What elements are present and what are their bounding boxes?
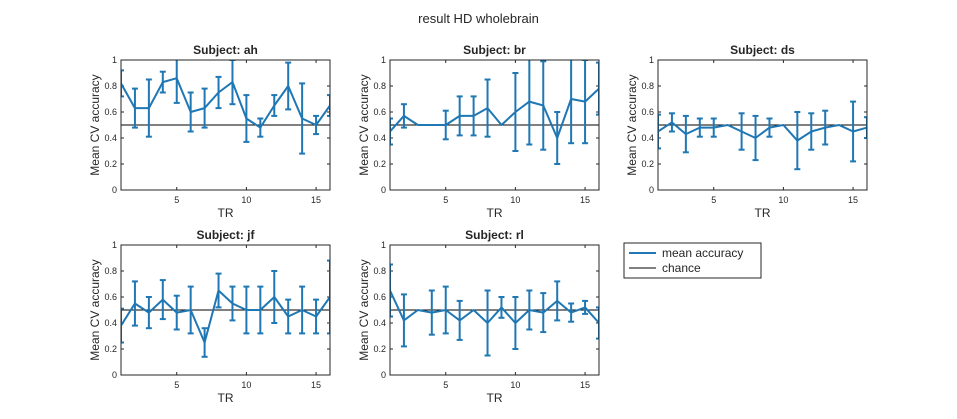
y-tick-label: 0.8: [641, 81, 654, 91]
y-tick-label: 0.6: [373, 107, 386, 117]
subplot-title: Subject: br: [463, 43, 526, 57]
y-tick-label: 0.2: [373, 159, 386, 169]
mean-accuracy-line: [121, 289, 330, 344]
y-tick-label: 0.4: [641, 133, 654, 143]
y-tick-label: 0: [112, 370, 117, 380]
y-tick-label: 0.2: [373, 344, 386, 354]
y-tick-label: 0.2: [104, 159, 117, 169]
subplot-title: Subject: jf: [196, 228, 255, 242]
x-tick-label: 15: [311, 195, 321, 205]
y-tick-label: 1: [112, 55, 117, 65]
x-tick-label: 15: [311, 380, 321, 390]
legend-label: mean accuracy: [662, 246, 743, 260]
legend-box: [623, 242, 762, 279]
axes-box: [120, 59, 331, 191]
mean-accuracy-line: [390, 290, 599, 324]
legend-label: chance: [662, 261, 701, 275]
plot-area: [658, 100, 867, 171]
x-tick-label: 10: [510, 195, 520, 205]
x-axis-label: TR: [218, 206, 234, 220]
y-tick-label: 0.4: [373, 318, 386, 328]
subplot-3: 5 10 15 0 0.2 0.4 0.6 0.8 1 Subject: ds TR Mean CV …: [625, 43, 868, 220]
plot-area: [121, 259, 330, 358]
x-tick-label: 5: [174, 380, 179, 390]
axes-box: [389, 244, 600, 376]
y-axis-label: Mean CV accuracy: [88, 74, 102, 175]
y-tick-label: 1: [381, 55, 386, 65]
figure-title: result HD wholebrain: [418, 11, 539, 26]
y-tick-label: 1: [649, 55, 654, 65]
y-tick-label: 0.6: [104, 107, 117, 117]
x-tick-label: 10: [778, 195, 788, 205]
plot-area: [390, 60, 599, 165]
x-axis-label: TR: [487, 391, 503, 405]
x-tick-label: 5: [443, 380, 448, 390]
x-tick-label: 10: [241, 380, 251, 390]
y-tick-label: 0.8: [104, 266, 117, 276]
axes-box: [389, 59, 600, 191]
y-tick-label: 0.4: [373, 133, 386, 143]
y-tick-label: 0.4: [104, 133, 117, 143]
y-tick-label: 0.2: [104, 344, 117, 354]
subplot-1: 5 10 15 0 0.2 0.4 0.6 0.8 1 Subject: ah TR Mean CV …: [88, 43, 331, 220]
y-axis-label: Mean CV accuracy: [625, 74, 639, 175]
y-tick-label: 1: [112, 240, 117, 250]
y-tick-label: 0.8: [104, 81, 117, 91]
y-tick-label: 0: [112, 185, 117, 195]
plot-area: [390, 263, 599, 357]
y-tick-label: 0: [381, 370, 386, 380]
subplot-2: 5 10 15 0 0.2 0.4 0.6 0.8 1 Subject: br TR Mean CV …: [357, 43, 600, 220]
x-tick-label: 15: [580, 380, 590, 390]
axes-box: [120, 244, 331, 376]
y-tick-label: 0.6: [104, 292, 117, 302]
x-tick-label: 5: [711, 195, 716, 205]
mean-accuracy-line: [121, 77, 330, 129]
x-tick-label: 10: [241, 195, 251, 205]
x-axis-label: TR: [487, 206, 503, 220]
subplot-title: Subject: ds: [730, 43, 795, 57]
x-axis-label: TR: [218, 391, 234, 405]
y-tick-label: 0.6: [641, 107, 654, 117]
y-tick-label: 0.6: [373, 292, 386, 302]
y-tick-label: 0: [649, 185, 654, 195]
x-axis-label: TR: [755, 206, 771, 220]
y-axis-label: Mean CV accuracy: [357, 259, 371, 360]
mean-accuracy-line: [390, 87, 599, 139]
y-tick-label: 0: [381, 185, 386, 195]
y-axis-label: Mean CV accuracy: [357, 74, 371, 175]
axes-box: [657, 59, 868, 191]
plot-area: [121, 60, 330, 155]
subplot-5: 5 10 15 0 0.2 0.4 0.6 0.8 1 Subject: rl TR Mean CV …: [357, 228, 600, 405]
subplot-4: 5 10 15 0 0.2 0.4 0.6 0.8 1 Subject: jf TR Mean CV …: [88, 228, 331, 405]
y-axis-label: Mean CV accuracy: [88, 259, 102, 360]
y-tick-label: 0.8: [373, 266, 386, 276]
x-tick-label: 15: [580, 195, 590, 205]
x-tick-label: 5: [174, 195, 179, 205]
y-tick-label: 0.8: [373, 81, 386, 91]
subplot-title: Subject: ah: [193, 43, 258, 57]
y-tick-label: 1: [381, 240, 386, 250]
mean-accuracy-line: [658, 121, 867, 142]
y-tick-label: 0.2: [641, 159, 654, 169]
x-tick-label: 5: [443, 195, 448, 205]
x-tick-label: 15: [848, 195, 858, 205]
x-tick-label: 10: [510, 380, 520, 390]
y-tick-label: 0.4: [104, 318, 117, 328]
subplot-title: Subject: rl: [465, 228, 524, 242]
